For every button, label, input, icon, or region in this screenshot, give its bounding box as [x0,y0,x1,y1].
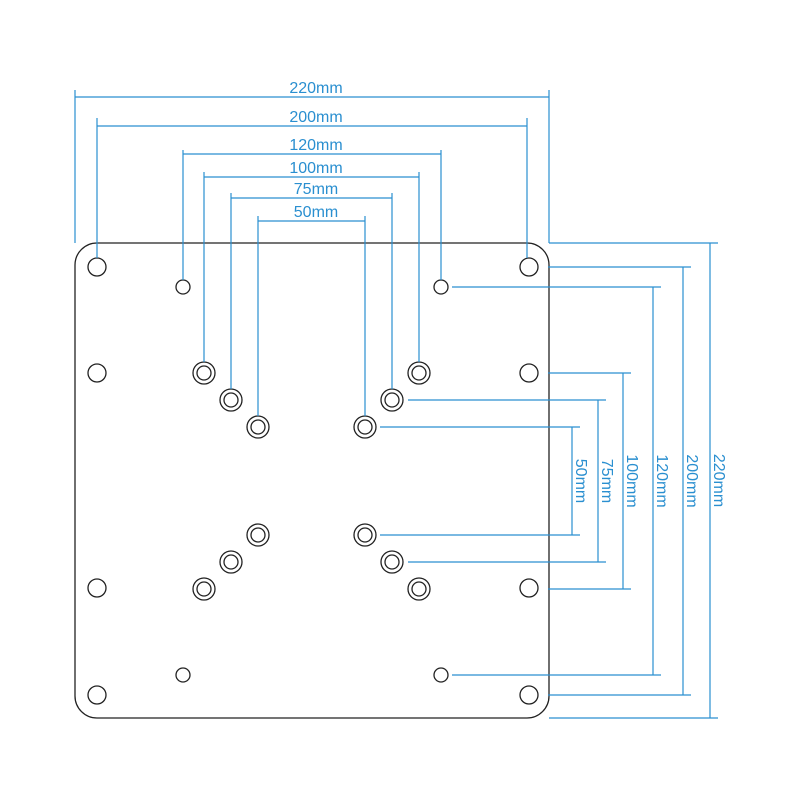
dimension-line-side-75 [408,399,606,563]
vesa-100-hole-inner [196,365,212,381]
corner-hole [519,685,539,705]
dimension-label-top-100: 100mm [289,160,342,177]
vesa-50-hole-inner [250,419,266,435]
dimension-line-side-200 [548,266,691,696]
dimension-line-top-75 [230,193,393,389]
vesa-100-hole-inner [411,365,427,381]
vesa-50-hole-inner [357,527,373,543]
dimension-line-top-120 [182,150,442,280]
dimension-label-side-50: 50mm [572,459,589,503]
corner-hole [519,578,539,598]
dimension-line-top-50 [257,216,366,416]
vesa-120-hole [433,667,449,683]
vesa-75-hole-inner [384,392,400,408]
corner-hole [87,685,107,705]
dimension-label-side-120: 120mm [653,454,670,507]
dimension-label-side-75: 75mm [598,459,615,503]
vesa-120-hole [175,667,191,683]
vesa-120-hole [433,279,449,295]
vesa-100-hole-inner [196,581,212,597]
corner-hole [519,257,539,277]
vesa-50-hole-inner [357,419,373,435]
dimension-label-side-100: 100mm [623,454,640,507]
dimension-label-top-50: 50mm [294,204,338,221]
dimension-line-side-50 [380,426,580,536]
corner-hole [87,578,107,598]
dimension-label-side-200: 200mm [683,454,700,507]
vesa-50-hole-inner [250,527,266,543]
dimension-label-top-200: 200mm [289,109,342,126]
mounting-plate [74,242,550,719]
vesa-75-hole-inner [384,554,400,570]
dimension-line-top-200 [96,118,528,258]
dimension-line-side-220 [549,242,718,719]
vesa-75-hole-inner [223,554,239,570]
dimension-line-top-220 [74,90,550,243]
vesa-100-hole-inner [411,581,427,597]
corner-hole [87,257,107,277]
dimension-label-top-220: 220mm [289,80,342,97]
dimension-label-top-120: 120mm [289,137,342,154]
vesa-75-hole-inner [223,392,239,408]
vesa-120-hole [175,279,191,295]
corner-hole [87,363,107,383]
dimension-label-side-220: 220mm [710,454,727,507]
corner-hole [519,363,539,383]
dimension-line-top-100 [203,172,420,362]
dimension-label-top-75: 75mm [294,181,338,198]
dimension-line-side-120 [452,286,661,676]
dimension-line-side-100 [548,372,631,590]
